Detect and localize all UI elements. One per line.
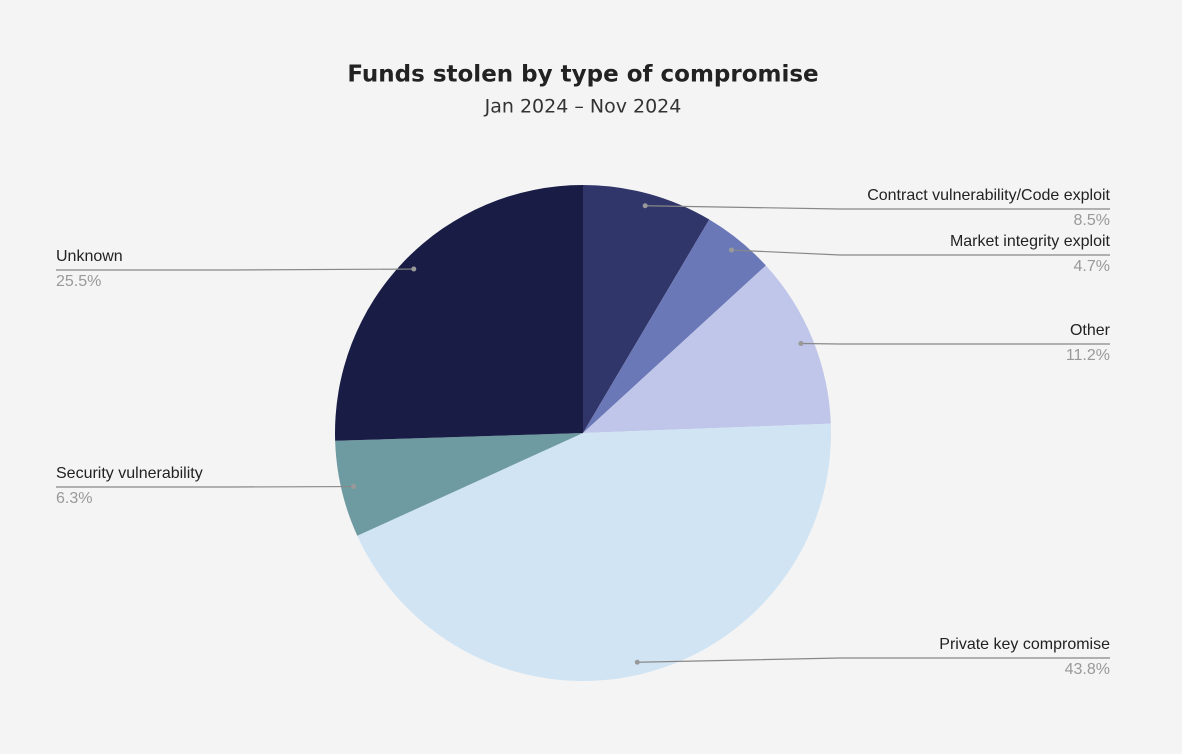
leader-line	[637, 657, 1110, 663]
slice-label: Other	[1070, 322, 1111, 339]
slice-value: 6.3%	[56, 490, 92, 507]
chart-subtitle: Jan 2024 – Nov 2024	[484, 96, 682, 118]
leader-line	[645, 205, 1110, 210]
slice-label: Market integrity exploit	[950, 233, 1111, 250]
pie-slice	[335, 185, 583, 441]
leader-dot	[634, 659, 640, 665]
pie-slice	[335, 433, 583, 536]
slice-value: 8.5%	[1074, 212, 1110, 229]
leader-line	[56, 268, 414, 271]
leader-dot	[798, 341, 804, 347]
leader-dot	[411, 266, 417, 272]
leader-line	[731, 249, 1110, 256]
slice-label: Security vulnerability	[56, 465, 203, 482]
slice-value: 25.5%	[56, 273, 101, 290]
leader-dot	[728, 247, 734, 253]
slice-value: 4.7%	[1074, 258, 1110, 275]
chart-title: Funds stolen by type of compromise	[347, 62, 818, 88]
leader-dot	[642, 203, 648, 209]
slice-label: Unknown	[56, 248, 123, 265]
pie-slice	[583, 185, 710, 433]
pie-slice	[583, 265, 831, 433]
slice-value: 43.8%	[1065, 661, 1110, 678]
pie-slice	[583, 219, 766, 433]
leader-dot	[351, 484, 357, 490]
slice-label: Private key compromise	[939, 636, 1110, 653]
slice-label: Contract vulnerability/Code exploit	[867, 187, 1110, 204]
slice-value: 11.2%	[1066, 347, 1110, 364]
pie-slice	[357, 423, 831, 681]
